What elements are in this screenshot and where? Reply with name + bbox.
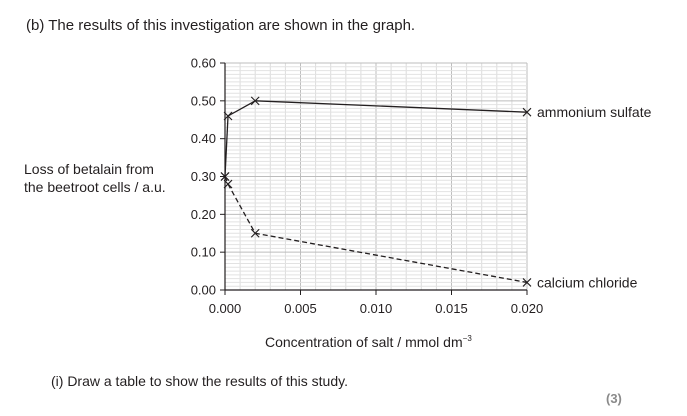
data-point-marker xyxy=(250,228,260,238)
question-text: (i) Draw a table to show the results of … xyxy=(51,373,348,389)
y-tick-label: 0.40 xyxy=(191,131,216,146)
x-tick-label: 0.005 xyxy=(284,301,317,316)
series-label-ammonium-sulfate: ammonium sulfate xyxy=(537,104,652,120)
data-point-marker xyxy=(220,172,230,181)
data-point-marker xyxy=(522,278,532,287)
y-tick-label: 0.50 xyxy=(191,93,216,108)
y-axis-label: Loss of betalain from the beetroot cells … xyxy=(24,160,184,196)
series-line-calcium-chloride xyxy=(224,176,528,284)
data-point-marker xyxy=(223,179,233,189)
data-point-marker xyxy=(250,96,260,106)
y-tick-label: 0.20 xyxy=(191,207,216,222)
y-tick-label: 0.60 xyxy=(191,56,216,71)
data-point-marker xyxy=(522,107,532,117)
data-point-marker xyxy=(223,111,233,121)
x-axis-label-text: Concentration of salt / mmol dm xyxy=(265,334,463,350)
x-axis-label-exponent: −3 xyxy=(462,334,472,343)
y-axis-label-line2: the beetroot cells / a.u. xyxy=(24,179,166,195)
y-tick-label: 0.00 xyxy=(191,283,216,298)
y-tick-label: 0.10 xyxy=(191,245,216,260)
marks-badge: (3) xyxy=(606,391,622,406)
x-tick-label: 0.000 xyxy=(209,301,242,316)
x-tick-label: 0.015 xyxy=(435,301,468,316)
x-tick-label: 0.020 xyxy=(511,301,544,316)
y-tick-label: 0.30 xyxy=(191,169,216,184)
series-label-calcium-chloride: calcium chloride xyxy=(537,274,638,290)
y-axis-label-line1: Loss of betalain from xyxy=(24,161,154,177)
x-tick-label: 0.010 xyxy=(360,301,393,316)
intro-text: (b) The results of this investigation ar… xyxy=(26,17,416,34)
x-axis-label: Concentration of salt / mmol dm−3 xyxy=(265,334,472,350)
series-line-ammonium-sulfate xyxy=(224,100,528,177)
